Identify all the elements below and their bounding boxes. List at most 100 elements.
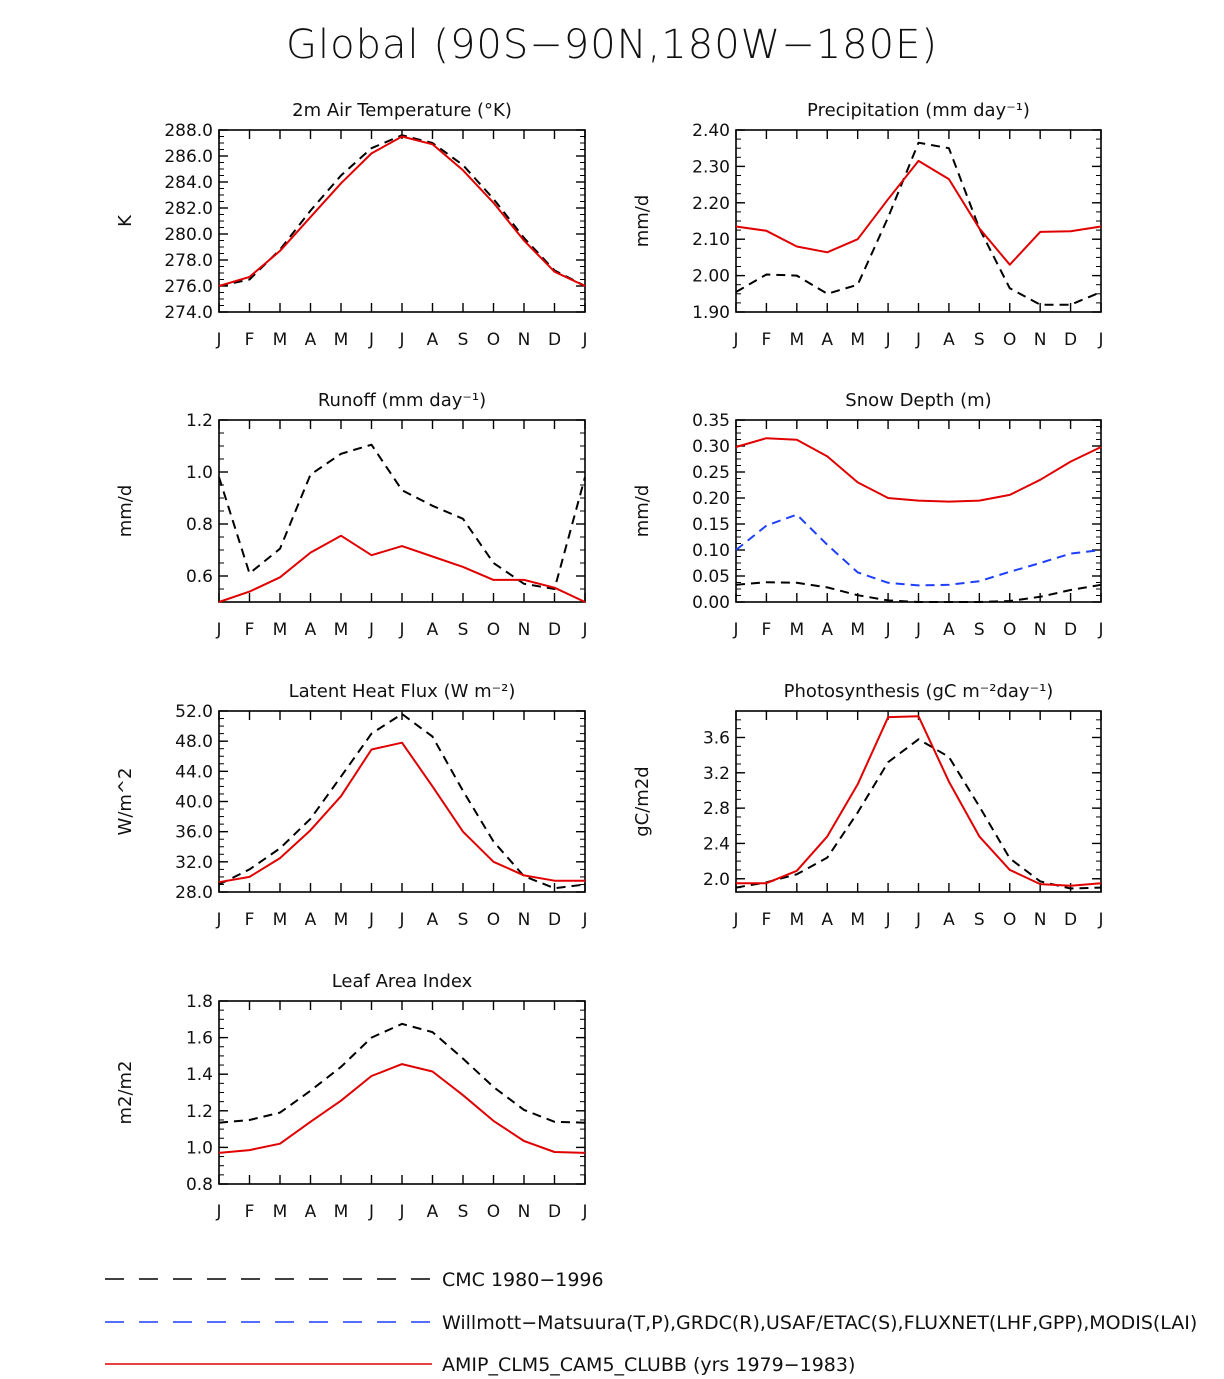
x-tick-label: D — [1064, 330, 1077, 350]
x-tick-label: S — [974, 910, 985, 930]
x-tick-label: J — [368, 1202, 374, 1222]
x-tick-label: S — [458, 330, 469, 350]
y-tick-label: 276.0 — [164, 277, 213, 297]
y-tick-label: 3.6 — [703, 728, 730, 748]
x-tick-label: N — [518, 620, 531, 640]
x-tick-label: J — [398, 1202, 404, 1222]
x-tick-label: D — [548, 1202, 561, 1222]
x-tick-label: J — [581, 1202, 587, 1222]
x-tick-label: J — [581, 910, 587, 930]
x-tick-label: J — [732, 330, 738, 350]
x-tick-label: J — [215, 910, 221, 930]
series-line-1 — [218, 135, 586, 287]
series-line-0 — [735, 141, 1102, 306]
x-tick-label: J — [398, 910, 404, 930]
x-tick-label: J — [885, 910, 891, 930]
chart-lhf: Latent Heat Flux (W m⁻²) W/m^2 28.0 32.0 36.… — [115, 681, 588, 930]
x-tick-label: D — [1064, 620, 1077, 640]
x-tick-label: J — [215, 1202, 221, 1222]
plot-frame — [735, 710, 1102, 893]
x-tick-label: O — [487, 330, 500, 350]
x-tick-label: F — [762, 330, 772, 350]
series-line-1 — [735, 159, 1102, 266]
x-tick-label: S — [974, 620, 985, 640]
x-tick-label: N — [518, 910, 531, 930]
y-tick-label: 2.00 — [692, 267, 730, 287]
plot-frame — [735, 419, 1102, 603]
x-tick-label: M — [789, 330, 804, 350]
y-tick-label: 0.35 — [692, 411, 730, 431]
series-line-0 — [218, 134, 586, 287]
x-tick-label: J — [581, 330, 587, 350]
y-tick-label: 1.2 — [186, 1102, 213, 1122]
y-axis-label: mm/d — [632, 195, 653, 248]
y-axis-label: K — [115, 214, 136, 227]
y-tick-label: 1.8 — [186, 992, 213, 1012]
y-tick-label: 2.40 — [692, 121, 730, 141]
x-tick-label: J — [915, 910, 921, 930]
chart-gpp: Photosynthesis (gC m⁻²day⁻¹) gC/m2d 2.0 2.4… — [632, 681, 1104, 930]
x-tick-label: A — [305, 330, 317, 350]
y-tick-label: 0.20 — [692, 489, 730, 509]
x-tick-label: S — [974, 330, 985, 350]
x-tick-label: N — [1034, 910, 1047, 930]
x-tick-label: A — [821, 620, 833, 640]
x-tick-label: F — [245, 620, 255, 640]
chart-title: Latent Heat Flux (W m⁻²) — [289, 681, 516, 702]
x-tick-label: F — [245, 910, 255, 930]
y-tick-label: 0.30 — [692, 437, 730, 457]
legend-label-model: AMIP_CLM5_CAM5_CLUBB (yrs 1979−1983) — [442, 1354, 855, 1376]
y-tick-label: 1.6 — [186, 1029, 213, 1049]
x-tick-label: J — [398, 330, 404, 350]
y-tick-label: 36.0 — [175, 823, 213, 843]
y-tick-label: 286.0 — [164, 147, 213, 167]
y-tick-label: 0.10 — [692, 541, 730, 561]
x-tick-label: F — [762, 910, 772, 930]
x-tick-label: M — [789, 620, 804, 640]
x-tick-label: M — [273, 330, 288, 350]
y-tick-label: 288.0 — [164, 121, 213, 141]
x-tick-label: M — [334, 910, 349, 930]
x-tick-label: O — [1003, 330, 1016, 350]
x-tick-label: S — [458, 620, 469, 640]
y-tick-label: 2.20 — [692, 194, 730, 214]
plot-frame — [218, 419, 586, 603]
chart-title: Precipitation (mm day⁻¹) — [807, 100, 1030, 121]
x-tick-label: A — [943, 330, 955, 350]
x-tick-label: J — [215, 620, 221, 640]
y-tick-label: 2.10 — [692, 230, 730, 250]
x-tick-label: A — [943, 620, 955, 640]
x-tick-label: O — [487, 1202, 500, 1222]
x-tick-label: N — [1034, 330, 1047, 350]
x-tick-label: A — [821, 330, 833, 350]
plot-frame — [735, 129, 1102, 313]
y-axis-label: mm/d — [632, 485, 653, 538]
x-tick-label: O — [1003, 910, 1016, 930]
x-tick-label: A — [427, 330, 439, 350]
series-line-0 — [735, 738, 1102, 890]
x-tick-label: N — [518, 1202, 531, 1222]
y-axis-label: W/m^2 — [115, 768, 136, 836]
y-tick-label: 1.0 — [186, 1138, 213, 1158]
x-tick-label: D — [548, 620, 561, 640]
series-line-0 — [735, 581, 1102, 603]
y-tick-label: 0.15 — [692, 515, 730, 535]
chart-tsa: 2m Air Temperature (°K) K 274.0 276.0 278.0 2… — [115, 100, 588, 350]
series-line-1 — [218, 741, 585, 884]
x-tick-label: A — [427, 1202, 439, 1222]
x-tick-label: F — [245, 330, 255, 350]
x-tick-label: J — [915, 330, 921, 350]
y-tick-label: 32.0 — [175, 853, 213, 873]
page-title: Global (90S−90N,180W−180E) — [286, 22, 938, 68]
x-tick-label: M — [334, 330, 349, 350]
y-tick-label: 1.2 — [186, 411, 213, 431]
x-tick-label: J — [1097, 330, 1103, 350]
series-line-1 — [218, 534, 586, 603]
x-tick-label: S — [458, 910, 469, 930]
series-line-1 — [735, 513, 1102, 587]
x-tick-label: M — [334, 620, 349, 640]
x-tick-label: J — [885, 620, 891, 640]
x-tick-label: A — [943, 910, 955, 930]
series-line-1 — [218, 1063, 586, 1154]
